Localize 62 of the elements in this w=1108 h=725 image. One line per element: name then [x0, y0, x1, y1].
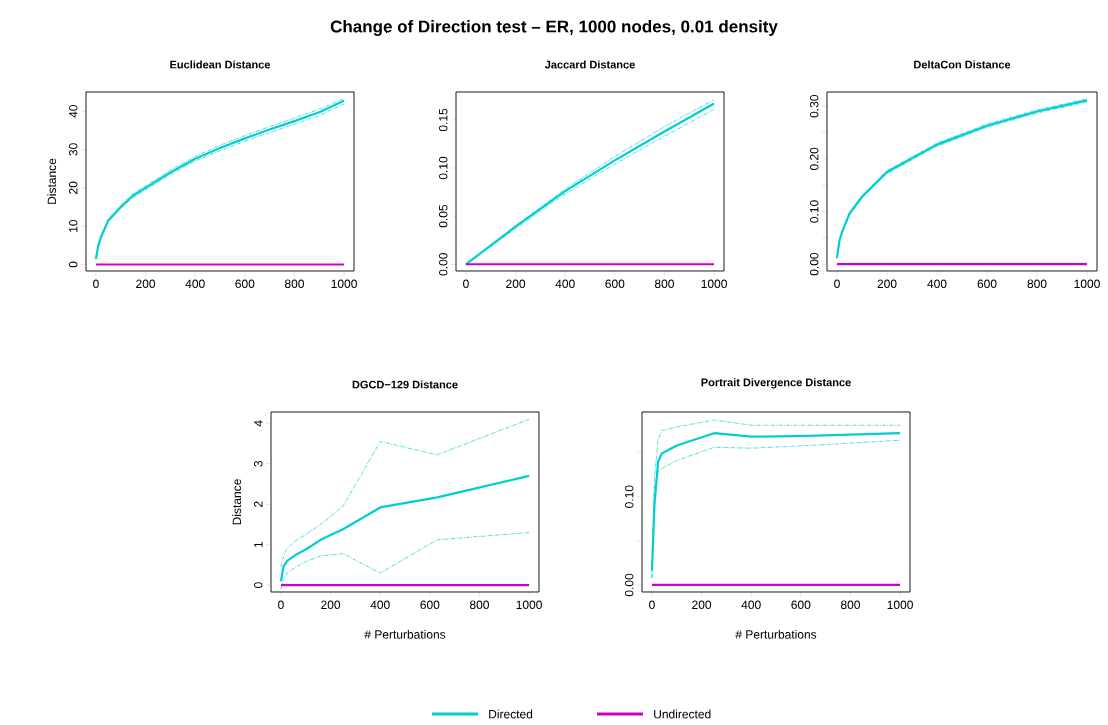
y-tick-label: 0.10	[624, 485, 634, 508]
y-tick-label: 0.05	[438, 204, 448, 228]
x-tick-label: 1000	[701, 279, 727, 289]
x-tick-label: 1000	[516, 600, 542, 610]
x-tick-label: 400	[927, 279, 947, 289]
x-tick-label: 800	[469, 600, 489, 610]
x-tick-label: 200	[136, 279, 156, 289]
y-tick-label: 3	[253, 460, 263, 467]
x-tick-label: 600	[791, 600, 811, 610]
y-tick-label: 0.10	[438, 156, 448, 180]
x-tick-label: 0	[278, 600, 284, 610]
x-tick-label: 200	[321, 600, 341, 610]
y-axis-title: Distance	[232, 479, 242, 525]
x-tick-label: 400	[555, 279, 575, 289]
y-tick-label: 40	[68, 104, 78, 118]
legend-label: Undirected	[654, 709, 711, 719]
y-axis-title: Distance	[47, 158, 57, 204]
y-tick-label: 4	[254, 420, 263, 427]
x-tick-label: 0	[649, 600, 655, 610]
y-tick-label: 0.30	[809, 95, 819, 118]
x-tick-label: 800	[284, 279, 304, 289]
x-tick-label: 1000	[887, 600, 913, 610]
chart-title: Euclidean Distance	[170, 60, 271, 69]
x-tick-label: 200	[692, 600, 712, 610]
y-tick-label: 30	[68, 143, 78, 156]
y-tick-label: 0.15	[438, 108, 448, 132]
y-tick-label: 10	[68, 219, 78, 232]
x-tick-label: 400	[741, 600, 761, 610]
x-tick-label: 200	[877, 279, 897, 289]
chart-title: Portrait Divergence Distance	[701, 378, 851, 389]
x-tick-label: 600	[977, 279, 997, 289]
y-tick-label: 0.00	[624, 573, 634, 597]
legend-label: Directed	[489, 709, 533, 719]
x-tick-label: 200	[506, 279, 526, 289]
x-tick-label: 400	[370, 600, 390, 610]
x-axis-title: # Perturbations	[735, 629, 817, 639]
x-tick-label: 800	[1027, 279, 1047, 289]
y-tick-label: 2	[254, 501, 263, 507]
text: Change of Direction test – ER, 1000 nodes, 0.01 density	[330, 20, 778, 36]
x-axis-title: # Perturbations	[364, 629, 446, 639]
x-tick-label: 1000	[1074, 279, 1100, 289]
x-tick-label: 1000	[331, 279, 357, 289]
x-tick-label: 400	[185, 279, 205, 289]
x-tick-label: 600	[605, 279, 625, 289]
chart-title: Jaccard Distance	[544, 60, 635, 69]
x-tick-label: 800	[654, 279, 674, 289]
x-tick-label: 0	[834, 279, 840, 289]
y-tick-label: 20	[68, 181, 78, 194]
y-tick-label: 1	[254, 541, 263, 548]
x-tick-label: 0	[463, 279, 469, 289]
chart-title: DeltaCon Distance	[914, 60, 1011, 69]
y-tick-label: 0	[253, 582, 263, 588]
y-tick-label: 0.00	[809, 252, 819, 276]
y-tick-label: 0	[68, 261, 78, 268]
x-tick-label: 600	[420, 600, 440, 610]
y-tick-label: 0.00	[438, 253, 448, 276]
chart-title: DGCD−129 Distance	[352, 380, 458, 389]
y-tick-label: 0.20	[809, 147, 819, 171]
x-tick-label: 0	[93, 279, 99, 289]
x-tick-label: 800	[840, 600, 860, 610]
x-tick-label: 600	[235, 279, 255, 289]
y-tick-label: 0.10	[809, 200, 819, 223]
